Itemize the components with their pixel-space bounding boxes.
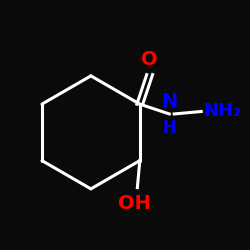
Text: NH₂: NH₂ — [204, 102, 242, 120]
Text: H: H — [162, 119, 176, 137]
Text: N: N — [161, 92, 178, 112]
Text: O: O — [141, 50, 158, 68]
Text: OH: OH — [118, 194, 151, 213]
